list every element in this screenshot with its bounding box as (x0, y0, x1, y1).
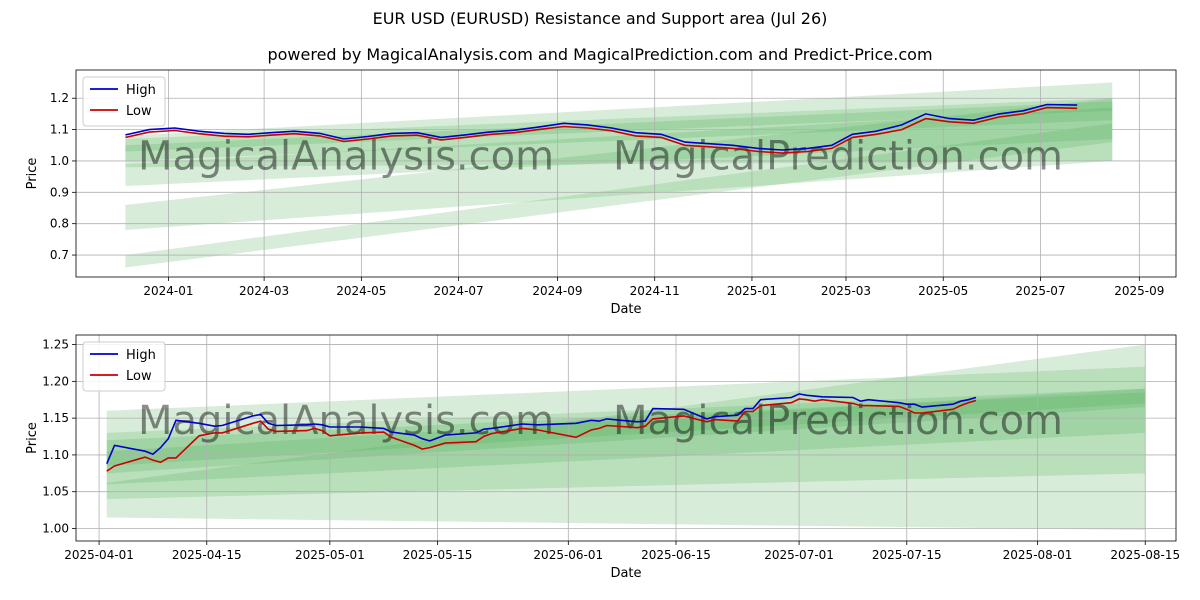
series-high-line (106, 393, 977, 465)
x-tick-label: 2024-03 (239, 284, 289, 298)
x-tick-label: 2024-07 (434, 284, 484, 298)
y-axis-label: Price (25, 158, 40, 190)
series-low-line (106, 398, 977, 472)
band-3 (106, 388, 1146, 485)
y-tick-label: 1.0 (50, 154, 69, 168)
support-resistance-bands (106, 344, 1146, 530)
y-tick-label: 1.15 (42, 411, 69, 425)
band-2 (125, 98, 1113, 230)
y-tick-label: 1.20 (42, 374, 69, 388)
legend: High Low (82, 341, 166, 392)
y-tick-label: 0.9 (50, 185, 69, 199)
x-tick-label: 2025-01 (727, 284, 777, 298)
y-axis-label: Price (25, 422, 40, 454)
x-tick-label: 2025-07 (1015, 284, 1065, 298)
y-tick-label: 1.25 (42, 338, 69, 352)
x-tick-label: 2024-01 (143, 284, 193, 298)
plot-2: 2025-04-01 2025-04-15 2025-05-01 2025-05-15… (25, 334, 1180, 581)
x-tick-label: 2025-06-15 (641, 548, 711, 562)
x-tick-label: 2025-06-01 (533, 548, 603, 562)
support-resistance-bands (125, 82, 1113, 268)
x-tick-label: 2025-05 (918, 284, 968, 298)
plot-frame (75, 334, 1177, 542)
legend-label-low: Low (126, 104, 152, 119)
legend: High Low (82, 76, 166, 127)
x-tick-label: 2025-08-15 (1110, 548, 1180, 562)
band-2 (106, 366, 1146, 500)
x-tick-label: 2024-09 (532, 284, 582, 298)
watermark-right: MagicalPrediction.com (613, 398, 1063, 444)
y-tick-label: 1.1 (50, 123, 69, 137)
series-low-line (125, 106, 1078, 154)
series-lines (106, 393, 977, 472)
band-3 (125, 107, 1113, 187)
x-tick-label: 2024-05 (336, 284, 386, 298)
y-tick-label: 0.7 (50, 248, 69, 262)
band-1 (106, 344, 1146, 530)
x-tick-label: 2025-07-01 (764, 548, 834, 562)
x-tick-label: 2025-04-01 (64, 548, 134, 562)
x-tick-label: 2025-08-01 (1003, 548, 1073, 562)
y-tick-label: 1.05 (42, 485, 69, 499)
legend-label-high: High (126, 348, 156, 363)
band-1 (125, 123, 1113, 268)
x-tick-label: 2025-05-15 (403, 548, 473, 562)
legend-label-low: Low (126, 369, 152, 384)
chart-subtitle: powered by MagicalAnalysis.com and Magic… (267, 45, 933, 64)
y-tick-label: 0.8 (50, 217, 69, 231)
x-axis-label: Date (610, 566, 641, 581)
chart-title: EUR USD (EURUSD) Resistance and Support … (372, 9, 828, 28)
x-tick-label: 2025-04-15 (172, 548, 242, 562)
x-axis-label: Date (610, 302, 641, 317)
band-5 (106, 392, 1146, 466)
series-lines (125, 103, 1078, 154)
x-tick-label: 2025-09 (1114, 284, 1164, 298)
x-tick-label: 2025-05-01 (295, 548, 365, 562)
y-tick-label: 1.10 (42, 448, 69, 462)
watermark-left: MagicalAnalysis.com (138, 133, 554, 179)
band-4 (106, 388, 1146, 474)
watermark-right: MagicalPrediction.com (613, 133, 1063, 179)
x-tick-label: 2025-03 (821, 284, 871, 298)
plot-1: 2024-01 2024-03 2024-05 2024-07 2024-09 2024-… (25, 69, 1177, 317)
band-4 (125, 101, 1113, 161)
plot-frame (75, 69, 1177, 278)
y-tick-label: 1.2 (50, 91, 69, 105)
band-6 (125, 82, 1113, 168)
x-tick-label: 2025-07-15 (872, 548, 942, 562)
series-high-line (125, 103, 1078, 151)
y-tick-label: 1.00 (42, 521, 69, 535)
legend-label-high: High (126, 83, 156, 98)
x-tick-label: 2024-11 (630, 284, 680, 298)
watermark-left: MagicalAnalysis.com (138, 398, 554, 444)
